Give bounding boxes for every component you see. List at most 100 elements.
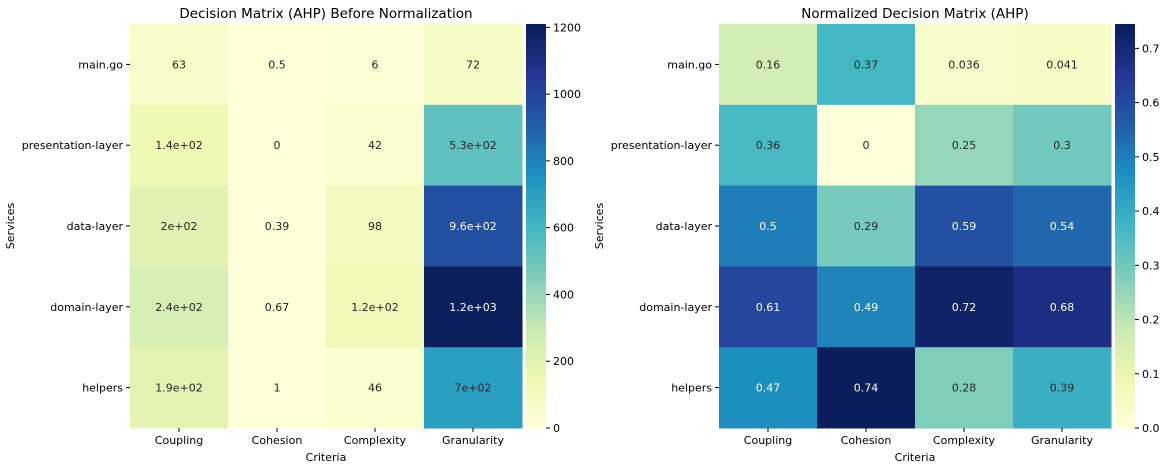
colorbar-slice (1115, 155, 1135, 160)
colorbar-slice (526, 77, 546, 82)
colorbar-tick-label: 1000 (553, 88, 581, 101)
colorbar-slice (526, 296, 546, 301)
heatmap-cell (228, 185, 327, 267)
cell-annotation: 0.61 (756, 301, 781, 314)
x-axis-label: Criteria (895, 451, 936, 464)
colorbar-slice (1115, 222, 1135, 227)
colorbar-slice (1115, 323, 1135, 328)
colorbar-slice (526, 370, 546, 375)
colorbar-slice (526, 47, 546, 52)
colorbar-slice (526, 283, 546, 288)
colorbar-slice (1115, 199, 1135, 204)
colorbar-slice (526, 320, 546, 325)
colorbar-slice (526, 249, 546, 254)
colorbar-tick-label: 400 (553, 288, 574, 301)
colorbar-slice (1115, 394, 1135, 399)
colorbar-slice (526, 138, 546, 143)
colorbar-slice (526, 67, 546, 72)
heatmap-cell (326, 185, 425, 267)
colorbar-slice (1115, 34, 1135, 39)
colorbar-slice (1115, 141, 1135, 146)
colorbar-slice (1115, 357, 1135, 362)
colorbar-tick-label: 0.6 (1142, 97, 1160, 110)
cell-annotation: 0.39 (265, 220, 290, 233)
colorbar-slice (526, 404, 546, 409)
colorbar-slice (526, 397, 546, 402)
colorbar-slice (1115, 246, 1135, 251)
colorbar-slice (526, 61, 546, 65)
colorbar-slice (526, 424, 546, 429)
colorbar-slice (1115, 148, 1135, 153)
colorbar-slice (1115, 286, 1135, 291)
colorbar-slice (1115, 61, 1135, 65)
colorbar-slice (1115, 219, 1135, 224)
colorbar-slice (1115, 327, 1135, 331)
colorbar-slice (526, 364, 546, 368)
colorbar-slice (526, 172, 546, 177)
colorbar-slice (1115, 165, 1135, 170)
colorbar-slice (1115, 350, 1135, 355)
colorbar-slice (526, 145, 546, 150)
colorbar-slice (526, 387, 546, 392)
y-tick-label: presentation-layer (611, 139, 713, 152)
colorbar-slice (526, 330, 546, 335)
colorbar-slice (1115, 24, 1135, 28)
colorbar-slice (1115, 98, 1135, 103)
colorbar-slice (526, 151, 546, 156)
colorbar-slice (1115, 259, 1135, 264)
colorbar-slice (1115, 249, 1135, 254)
cell-annotation: 0.29 (854, 220, 879, 233)
colorbar-slice (1115, 330, 1135, 335)
colorbar-slice (526, 246, 546, 251)
colorbar-slice (1115, 316, 1135, 321)
x-tick-label: Cohesion (252, 434, 303, 447)
colorbar-slice (1115, 91, 1135, 96)
y-tick-label: main.go (667, 58, 712, 71)
colorbar-slice (526, 232, 546, 237)
colorbar-slice (526, 165, 546, 170)
colorbar-slice (1115, 411, 1135, 416)
colorbar-slice (1115, 239, 1135, 244)
heatmap-cell (915, 24, 1014, 106)
colorbar-slice (1115, 27, 1135, 32)
panel-2-title: Normalized Decision Matrix (AHP) (801, 6, 1028, 22)
colorbar-slice (1115, 57, 1135, 62)
colorbar-slice (1115, 162, 1135, 166)
heatmap-cell (424, 24, 523, 106)
colorbar-slice (526, 178, 546, 183)
colorbar-slice (1115, 84, 1135, 89)
heatmap-cell (719, 347, 818, 429)
colorbar-slice (1115, 71, 1135, 76)
heatmap-cell (1013, 104, 1112, 187)
colorbar-slice (526, 44, 546, 49)
colorbar-slice (1115, 424, 1135, 429)
cell-annotation: 0 (274, 139, 281, 152)
heatmap-cell (1013, 24, 1112, 106)
y-tick-label: data-layer (67, 220, 124, 233)
colorbar-slice (526, 374, 546, 379)
colorbar-slice (526, 273, 546, 278)
y-tick-label: presentation-layer (22, 139, 124, 152)
cell-annotation: 63 (172, 58, 186, 71)
colorbar-slice (1115, 77, 1135, 82)
colorbar-slice (1115, 367, 1135, 372)
heatmap-cell (228, 104, 327, 187)
colorbar-slice (1115, 421, 1135, 426)
colorbar-slice (526, 125, 546, 129)
heatmap-cell (1013, 185, 1112, 267)
heatmap-cell (326, 266, 425, 348)
colorbar-slice (1115, 310, 1135, 315)
cell-annotation: 0.5 (759, 220, 777, 233)
colorbar-tick-label: 0.3 (1142, 259, 1160, 272)
x-tick-label: Cohesion (841, 434, 892, 447)
cell-annotation: 2e+02 (161, 220, 198, 233)
colorbar-slice (1115, 151, 1135, 156)
y-tick-label: domain-layer (639, 301, 712, 314)
cell-annotation: 0 (863, 139, 870, 152)
colorbar-slice (1115, 94, 1135, 99)
colorbar-slice (1115, 145, 1135, 150)
cell-annotation: 0.68 (1050, 301, 1075, 314)
heatmap-cell (1013, 266, 1112, 348)
y-tick-label: data-layer (656, 220, 713, 233)
y-tick-label: helpers (82, 382, 123, 395)
